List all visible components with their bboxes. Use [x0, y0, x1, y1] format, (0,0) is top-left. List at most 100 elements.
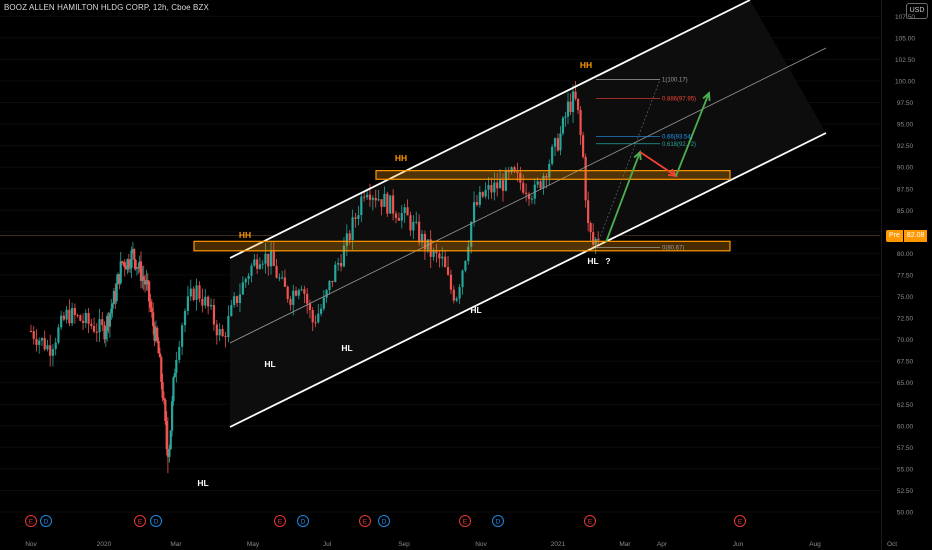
- candle-body: [452, 289, 455, 301]
- fib-level-label: 0.618(92.72): [662, 142, 696, 148]
- candle-body: [253, 259, 256, 266]
- support-resistance-zone: [193, 240, 731, 252]
- candle-body: [377, 199, 380, 201]
- y-tick-label: 100.00: [895, 79, 915, 86]
- fib-level-label: 0.66(93.54): [662, 135, 693, 141]
- candle-body: [198, 285, 201, 299]
- candle-body: [139, 261, 143, 281]
- earnings-marker[interactable]: [459, 515, 471, 527]
- candle-body: [114, 290, 117, 302]
- candle-body: [389, 195, 392, 214]
- candle-body: [380, 199, 383, 207]
- candle-body: [186, 296, 190, 311]
- y-tick-label: 62.50: [897, 402, 914, 409]
- candle-body: [172, 377, 175, 402]
- candle-body: [371, 197, 374, 200]
- x-tick-label: May: [247, 541, 260, 548]
- candle-body: [504, 170, 507, 191]
- y-tick-label: 57.50: [897, 445, 914, 452]
- candle-body: [484, 189, 487, 197]
- earnings-marker[interactable]: [359, 515, 371, 527]
- candle-body: [272, 251, 275, 266]
- candle-body: [487, 185, 490, 190]
- earnings-marker[interactable]: [274, 515, 286, 527]
- candle-body: [148, 281, 151, 302]
- candle-body: [292, 290, 295, 305]
- channel-mid-line: [229, 47, 827, 344]
- candle-body: [493, 182, 496, 193]
- candle-body: [412, 221, 415, 231]
- candle-body: [138, 261, 141, 268]
- candle-body: [294, 290, 298, 296]
- candle-body: [161, 381, 164, 399]
- y-tick-label: 95.00: [897, 122, 914, 129]
- candle-body: [65, 309, 68, 320]
- candle-body: [475, 202, 479, 205]
- price-axis-divider: [881, 0, 882, 550]
- earnings-marker[interactable]: [25, 515, 37, 527]
- earnings-marker[interactable]: [584, 515, 596, 527]
- candle-body: [71, 307, 74, 324]
- candle-body: [244, 279, 247, 283]
- y-tick-label: 67.50: [897, 359, 914, 366]
- y-tick-label: 75.00: [897, 294, 914, 301]
- candle-body: [60, 315, 63, 328]
- higher-low-label: HL: [470, 305, 481, 315]
- candle-body: [275, 265, 278, 278]
- candle-body: [104, 330, 107, 340]
- candle-body: [501, 180, 505, 191]
- candle-body: [230, 304, 233, 316]
- candle-body: [527, 194, 531, 199]
- candle-body: [481, 192, 484, 197]
- dividend-marker[interactable]: [150, 515, 162, 527]
- earnings-marker[interactable]: [134, 515, 146, 527]
- dividend-marker[interactable]: [378, 515, 390, 527]
- dividend-marker[interactable]: [297, 515, 309, 527]
- candle-body: [76, 315, 79, 317]
- candle-body: [455, 298, 458, 301]
- x-tick-label: 2021: [551, 541, 566, 548]
- support-resistance-zone: [375, 170, 731, 180]
- earnings-marker[interactable]: [734, 515, 746, 527]
- candle-body: [566, 101, 570, 117]
- candle-body: [156, 327, 159, 341]
- candle-body: [286, 286, 289, 300]
- candle-body: [533, 184, 536, 199]
- y-tick-label: 55.00: [897, 466, 914, 473]
- candle-body: [267, 253, 270, 267]
- candle-body: [426, 239, 429, 250]
- candle-body: [584, 156, 587, 201]
- candle-body: [169, 430, 172, 450]
- y-tick-label: 97.50: [897, 100, 914, 107]
- candle-body: [150, 307, 153, 313]
- dividend-marker[interactable]: [492, 515, 504, 527]
- candle-body: [90, 323, 93, 327]
- candle-body: [444, 256, 447, 268]
- candle-body: [374, 197, 377, 201]
- event-marker-letter: E: [278, 519, 283, 526]
- candle-body: [587, 200, 590, 224]
- y-tick-label: 65.00: [897, 380, 914, 387]
- candle-body: [115, 284, 118, 302]
- y-tick-label: 92.50: [897, 143, 914, 150]
- candle-body: [510, 167, 513, 173]
- candle-body: [525, 192, 528, 195]
- candle-body: [81, 320, 85, 323]
- y-tick-label: 105.00: [895, 35, 915, 42]
- currency-button[interactable]: USD: [906, 3, 928, 19]
- candle-body: [368, 194, 372, 200]
- candle-body: [181, 325, 184, 347]
- candle-body: [46, 345, 49, 350]
- x-tick-label: Nov: [25, 541, 37, 548]
- y-tick-label: 87.50: [897, 186, 914, 193]
- candle-body: [461, 270, 464, 288]
- dividend-marker[interactable]: [40, 515, 52, 527]
- event-marker-letter: D: [496, 519, 501, 526]
- candle-body: [351, 217, 354, 241]
- candle-body: [68, 309, 71, 324]
- candle-body: [112, 290, 116, 305]
- candle-body: [168, 449, 171, 457]
- candle-body: [530, 198, 534, 200]
